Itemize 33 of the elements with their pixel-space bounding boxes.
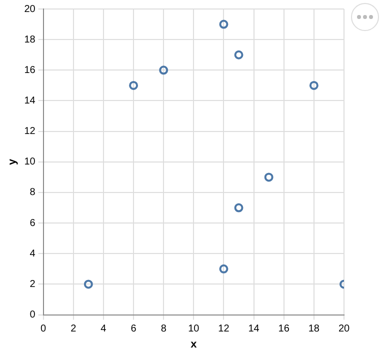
y-tick-label: 10 (24, 156, 36, 168)
x-tick-label: 0 (40, 324, 47, 335)
point (234, 50, 244, 60)
y-tick-label: 16 (24, 64, 36, 76)
y-tick-label: 8 (30, 187, 36, 198)
y-axis-title: y (6, 158, 19, 165)
x-tick-label: 12 (218, 324, 230, 335)
y-tick-label: 2 (30, 278, 36, 290)
y-tick-label: 12 (24, 126, 36, 138)
x-axis-title: x (190, 338, 198, 350)
point (264, 172, 274, 182)
x-tick-label: 18 (308, 324, 320, 335)
y-tick-label: 14 (24, 95, 36, 106)
x-tick-label: 16 (278, 324, 290, 335)
y-tick-label: 0 (30, 310, 36, 321)
x-tick-label: 14 (248, 324, 260, 335)
x-tick-label: 4 (100, 324, 107, 335)
point (219, 20, 228, 29)
x-tick-label: 10 (188, 324, 200, 335)
x-tick-label: 2 (70, 324, 77, 335)
point (234, 203, 244, 212)
x-tick-label: 20 (338, 324, 350, 335)
point (159, 66, 168, 75)
x-tick-label: 8 (160, 324, 167, 335)
x-tick-label: 6 (130, 324, 137, 335)
y-tick-label: 18 (24, 34, 36, 46)
point (309, 80, 318, 90)
y-tick-label: 4 (30, 248, 36, 260)
point (219, 264, 228, 274)
y-tick-label: 20 (24, 4, 36, 15)
point (129, 80, 138, 90)
point (84, 280, 93, 289)
y-tick-label: 6 (30, 218, 36, 229)
